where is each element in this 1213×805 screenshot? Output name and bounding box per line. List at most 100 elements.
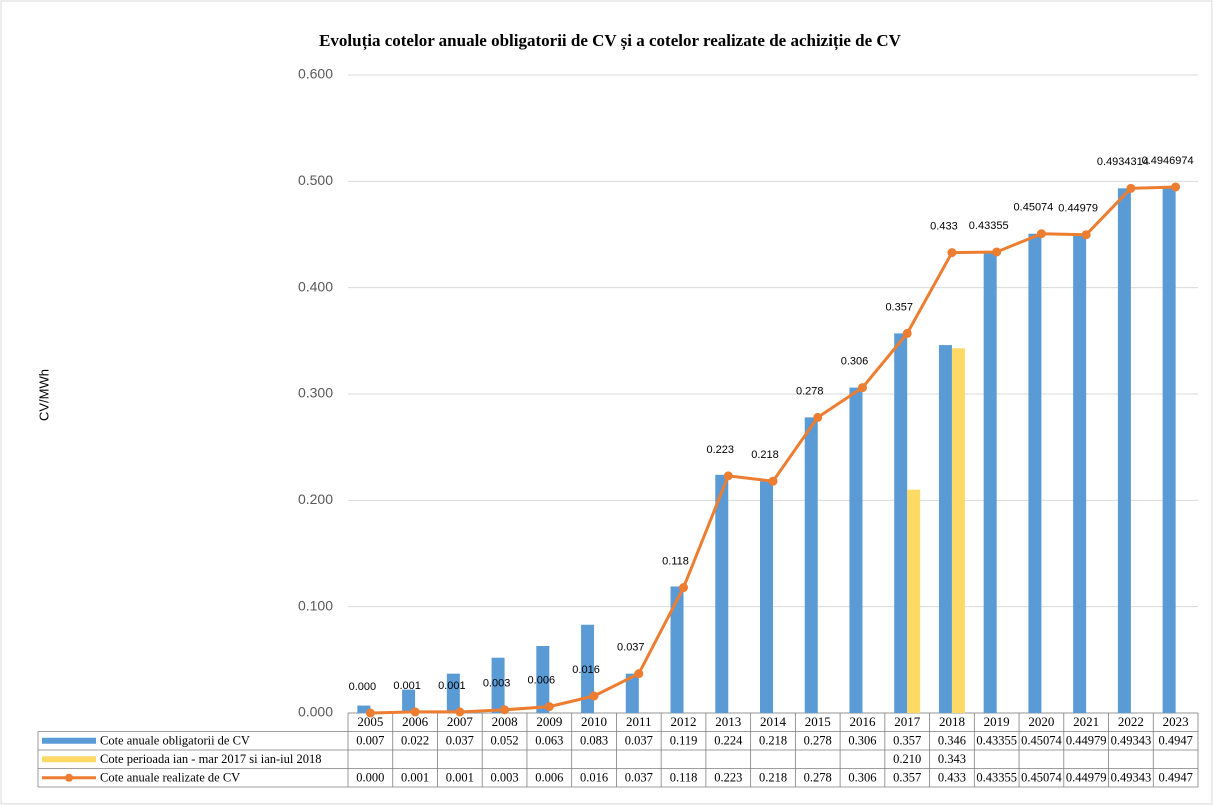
data-label: 0.037 [617, 642, 645, 654]
line-marker [813, 412, 823, 422]
data-label: 0.006 [528, 675, 556, 687]
bar [402, 689, 416, 713]
y-tick-label: 0.600 [298, 66, 333, 82]
table-cell: 0.343 [938, 752, 966, 766]
data-label: 0.43355 [969, 220, 1009, 232]
table-cell: 0.063 [535, 734, 563, 748]
x-tick-label: 2014 [760, 714, 787, 729]
bar [951, 348, 965, 713]
data-label: 0.218 [751, 449, 779, 461]
line-marker [992, 247, 1002, 257]
x-tick-label: 2016 [849, 714, 876, 729]
table-cell: 0.218 [759, 734, 787, 748]
table-cell: 0.022 [401, 734, 429, 748]
legend-label: Cote anuale realizate de CV [100, 771, 240, 785]
data-label: 0.278 [796, 385, 824, 397]
line-marker [947, 248, 957, 258]
table-cell: 0.357 [893, 734, 921, 748]
x-tick-label: 2008 [492, 714, 518, 729]
table-cell: 0.44979 [1066, 771, 1107, 785]
table-cell: 0.003 [491, 771, 519, 785]
table-cell: 0.43355 [976, 734, 1017, 748]
table-cell: 0.119 [670, 734, 698, 748]
x-tick-label: 2021 [1073, 714, 1099, 729]
line-marker [1036, 229, 1046, 239]
bar [849, 387, 863, 713]
legend-key [65, 773, 73, 782]
table-cell: 0.44979 [1066, 734, 1107, 748]
line-marker [1081, 230, 1091, 240]
bar [938, 345, 952, 713]
bar [1117, 188, 1131, 713]
data-label: 0.118 [662, 555, 689, 567]
line-marker [589, 691, 599, 701]
table-cell: 0.43355 [976, 771, 1017, 785]
line-marker [544, 702, 554, 712]
bar [581, 624, 595, 713]
x-tick-label: 2013 [715, 714, 741, 729]
x-tick-label: 2005 [357, 714, 383, 729]
line-marker [679, 583, 689, 593]
table-cell: 0.016 [580, 771, 608, 785]
data-label: 0.000 [349, 681, 377, 693]
bar [894, 333, 908, 713]
data-label: 0.001 [438, 680, 466, 692]
table-cell: 0.346 [938, 734, 966, 748]
table-cell: 0.210 [893, 752, 921, 766]
legend-label: Cote perioada ian - mar 2017 si ian-iul … [100, 752, 321, 766]
table-cell: 0.278 [804, 771, 832, 785]
bar [907, 489, 921, 713]
line-marker [723, 471, 733, 481]
y-tick-label: 0.400 [298, 278, 333, 294]
table-cell: 0.223 [714, 771, 742, 785]
data-label: 0.001 [393, 680, 421, 692]
x-tick-label: 2010 [581, 714, 607, 729]
bar [625, 673, 639, 713]
table-cell: 0.001 [401, 771, 429, 785]
table-cell: 0.052 [491, 734, 519, 748]
table-cell: 0.007 [356, 734, 384, 748]
data-label: 0.433 [930, 220, 958, 232]
table-cell: 0.006 [535, 771, 563, 785]
x-tick-label: 2023 [1163, 714, 1189, 729]
data-label: 0.357 [885, 301, 913, 313]
table-cell: 0.118 [670, 771, 698, 785]
line-marker [768, 476, 778, 486]
line-marker [410, 707, 420, 717]
table-cell: 0.037 [625, 734, 653, 748]
x-tick-label: 2015 [805, 714, 831, 729]
legend-key [42, 756, 96, 763]
line-marker [455, 707, 465, 717]
data-label: 0.45074 [1014, 202, 1054, 214]
x-tick-label: 2022 [1118, 714, 1144, 729]
x-tick-label: 2020 [1028, 714, 1054, 729]
table-cell: 0.037 [625, 771, 653, 785]
line-marker [857, 383, 867, 393]
table-cell: 0.278 [804, 734, 832, 748]
y-tick-label: 0.200 [298, 491, 333, 507]
line-marker [634, 669, 644, 679]
bar [715, 474, 729, 713]
y-axis-title: CV/MWh [36, 369, 51, 421]
line-marker [902, 328, 912, 338]
table-cell: 0.306 [848, 734, 876, 748]
table-cell: 0.224 [714, 734, 743, 748]
line-marker [365, 708, 375, 718]
data-label: 0.306 [841, 356, 869, 368]
table-cell: 0.000 [356, 771, 384, 785]
table-cell: 0.4947 [1158, 771, 1192, 785]
data-label: 0.44979 [1058, 203, 1098, 215]
x-tick-label: 2012 [671, 714, 697, 729]
table-cell: 0.037 [446, 734, 474, 748]
y-tick-label: 0.000 [298, 704, 333, 720]
x-tick-label: 2018 [939, 714, 965, 729]
table-cell: 0.45074 [1021, 734, 1062, 748]
bar [760, 481, 773, 713]
bar [536, 646, 550, 713]
bar [446, 673, 460, 713]
x-tick-label: 2007 [447, 714, 474, 729]
bar [1162, 186, 1176, 713]
bar [670, 586, 684, 713]
x-tick-label: 2017 [894, 714, 921, 729]
